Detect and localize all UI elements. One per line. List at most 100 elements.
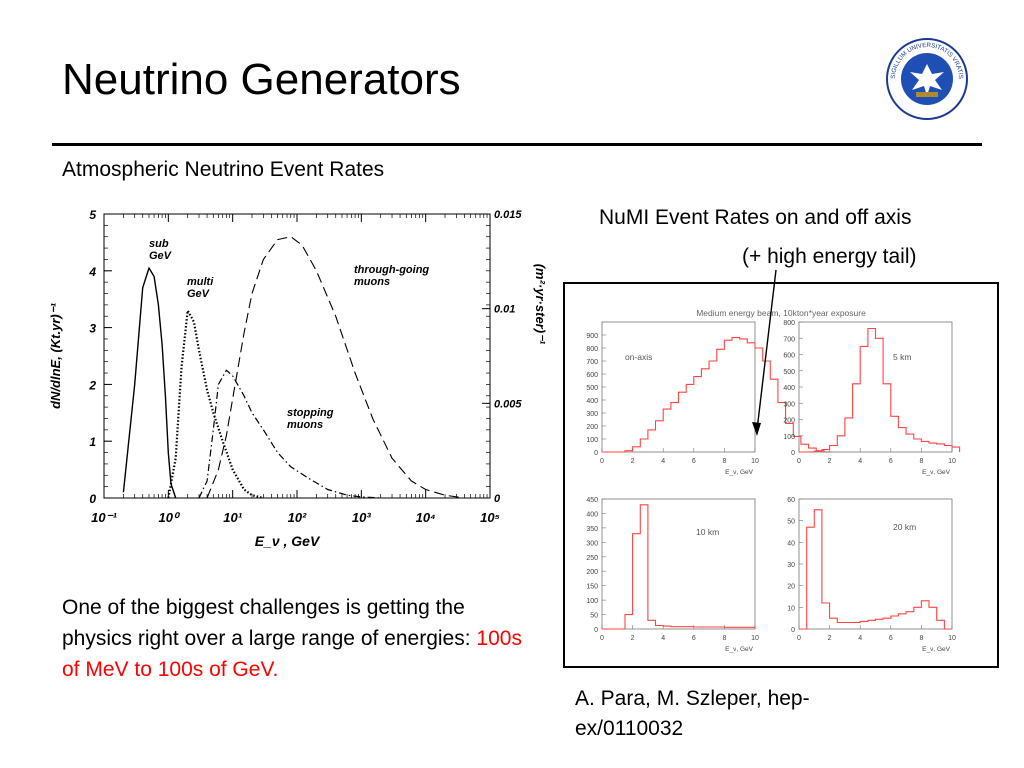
numi-ytick-label: 0 <box>594 627 598 634</box>
university-seal-icon: SIGILLUM UNIVERSITATIS VRATISLAVIENSIS P… <box>886 38 968 120</box>
atmo-xtick-label: 10⁵ <box>480 510 500 525</box>
paragraph-highlight: 100s of MeV to 100s of GeV. <box>62 627 522 681</box>
atmospheric-rate-chart: 10⁻¹ 10⁰ 10¹ 10² 10³ 10⁴ 10⁵ 0 1 2 3 4 5 0 0.005 0.01 0.… <box>48 208 548 549</box>
numi-ytick-label: 100 <box>586 598 598 605</box>
numi-ytick-label: 400 <box>586 398 598 405</box>
numi-histogram-0 <box>602 337 832 453</box>
numi-xtick-label: 6 <box>889 635 893 642</box>
atmo-y2tick-label: 0 <box>494 493 501 505</box>
numi-ytick-label: 450 <box>586 497 598 504</box>
citation: A. Para, M. Szleper, hep-ex/0110032 <box>575 687 810 740</box>
atmo-series-through-going-muons <box>206 236 465 499</box>
numi-ytick-label: 900 <box>586 333 598 340</box>
numi-xtick-label: 10 <box>948 635 956 642</box>
atmo-xtick-label: 10⁻¹ <box>91 510 117 525</box>
atmo-y2tick-label: 0.01 <box>494 304 515 316</box>
numi-ytick-label: 100 <box>783 434 795 441</box>
numi-histogram-figure: Medium energy beam, 10kton*year exposure… <box>563 282 999 668</box>
numi-xtick-label: 0 <box>600 635 604 642</box>
paragraph-text: One of the biggest challenges is getting… <box>62 596 477 650</box>
numi-xtick-label: 0 <box>797 458 801 465</box>
numi-ytick-label: 500 <box>586 385 598 392</box>
atmo-ytick-label: 0 <box>89 492 96 506</box>
atmo-ytick-label: 3 <box>89 322 96 336</box>
atmo-series-label: stopping <box>287 407 334 419</box>
numi-xtick-label: 2 <box>828 458 832 465</box>
numi-xtick-label: 2 <box>631 458 635 465</box>
numi-ytick-label: 100 <box>586 437 598 444</box>
numi-ytick-label: 500 <box>783 369 795 376</box>
numi-ytick-label: 800 <box>586 346 598 353</box>
title-divider <box>52 143 982 146</box>
atmo-series-label: GeV <box>149 250 173 262</box>
numi-ytick-label: 0 <box>791 627 795 634</box>
numi-panel-label: on-axis <box>625 352 652 362</box>
numi-ytick-label: 40 <box>787 540 795 547</box>
numi-ytick-label: 200 <box>783 418 795 425</box>
numi-ytick-label: 60 <box>787 497 795 504</box>
numi-title: Medium energy beam, 10kton*year exposure <box>696 308 866 318</box>
atmo-ylabel: dN/dlnE, (Kt.yr)⁻¹ <box>48 302 63 408</box>
numi-ytick-label: 250 <box>586 555 598 562</box>
atmo-ytick-label: 4 <box>88 265 96 279</box>
numi-ytick-label: 200 <box>586 569 598 576</box>
atmospheric-subtitle: Atmospheric Neutrino Event Rates <box>62 158 385 181</box>
atmo-series-label: GeV <box>187 288 211 300</box>
numi-xtick-label: 8 <box>722 458 726 465</box>
atmo-series-multi-GeV <box>167 309 264 500</box>
numi-xtick-label: 0 <box>600 458 604 465</box>
atmo-series-label: through-going <box>354 264 429 276</box>
numi-xtick-label: 4 <box>661 458 665 465</box>
atmo-series-label: muons <box>287 419 323 431</box>
challenge-paragraph: One of the biggest challenges is getting… <box>62 592 522 685</box>
numi-histogram-1 <box>799 327 961 453</box>
atmo-ytick-label: 1 <box>89 435 96 449</box>
numi-ytick-label: 50 <box>590 613 598 620</box>
numi-xtick-label: 8 <box>919 458 923 465</box>
numi-ytick-label: 300 <box>586 411 598 418</box>
atmo-xtick-label: 10³ <box>352 510 371 525</box>
atmo-ytick-label: 2 <box>88 378 96 392</box>
numi-ytick-label: 700 <box>586 359 598 366</box>
numi-xtick-label: 4 <box>661 635 665 642</box>
numi-ytick-label: 400 <box>586 511 598 518</box>
numi-ytick-label: 50 <box>787 519 795 526</box>
atmo-xtick-label: 10⁴ <box>416 510 436 525</box>
numi-xtick-label: 10 <box>948 458 956 465</box>
numi-xtick-label: 8 <box>722 635 726 642</box>
numi-xtick-label: 10 <box>751 635 759 642</box>
atmo-labels: subGeVmultiGeVstoppingmuonsthrough-going… <box>149 238 429 431</box>
numi-xtick-label: 6 <box>889 458 893 465</box>
numi-frame <box>563 282 999 668</box>
numi-histogram-3 <box>799 509 952 630</box>
atmo-xtick-label: 10² <box>288 510 307 525</box>
atmo-xtick-label: 10⁰ <box>158 510 180 525</box>
numi-xlabel: E_ν, GeV <box>922 469 950 476</box>
numi-histogram-2 <box>602 504 756 630</box>
numi-xlabel: E_ν, GeV <box>725 469 753 476</box>
atmo-series-stopping-muons <box>198 369 381 499</box>
numi-panels: Medium energy beam, 10kton*year exposure… <box>586 308 961 653</box>
numi-ytick-label: 300 <box>783 401 795 408</box>
numi-ytick-label: 30 <box>787 562 795 569</box>
numi-ytick-label: 800 <box>783 320 795 327</box>
atmo-series-label: multi <box>187 276 214 288</box>
numi-ytick-label: 20 <box>787 584 795 591</box>
numi-caption-line2: (+ high energy tail) <box>742 245 917 268</box>
numi-xtick-label: 4 <box>858 458 862 465</box>
numi-xtick-label: 6 <box>692 458 696 465</box>
numi-ytick-label: 600 <box>783 353 795 360</box>
numi-ytick-label: 0 <box>791 450 795 457</box>
numi-ytick-label: 700 <box>783 336 795 343</box>
numi-xtick-label: 2 <box>828 635 832 642</box>
atmo-y2tick-label: 0.015 <box>494 209 522 221</box>
numi-xtick-label: 4 <box>858 635 862 642</box>
atmo-series-label: sub <box>149 238 169 250</box>
atmo-axes: 10⁻¹ 10⁰ 10¹ 10² 10³ 10⁴ 10⁵ 0 1 2 3 4 5 0 0.005 0.01 0.… <box>48 208 548 549</box>
atmo-series-label: muons <box>354 276 390 288</box>
numi-ytick-label: 0 <box>594 450 598 457</box>
numi-xtick-label: 10 <box>751 458 759 465</box>
atmo-y2label: (m²·yr·ster)⁻¹ <box>533 264 548 345</box>
slide-title: Neutrino Generators <box>62 55 461 104</box>
numi-ytick-label: 300 <box>586 540 598 547</box>
